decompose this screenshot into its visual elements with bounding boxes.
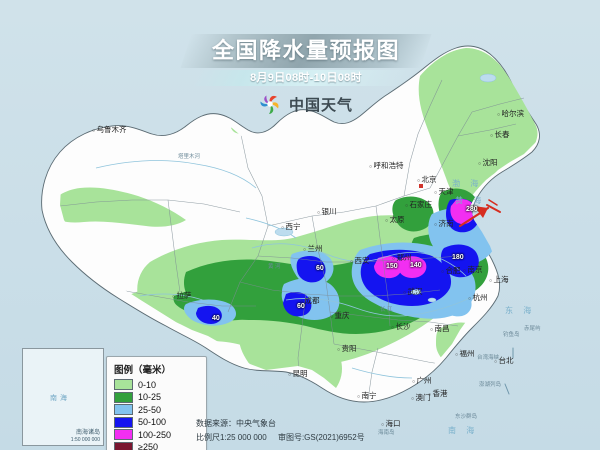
city-label-香港: 香港 <box>428 388 448 399</box>
city-label-南昌: 南昌 <box>430 323 450 334</box>
brand-name: 中国天气 <box>289 96 354 114</box>
feature-label: 东沙群岛 <box>455 414 478 420</box>
legend-swatch <box>114 404 133 415</box>
south-china-sea-inset: 南海 南海诸岛 1:50 000 000 <box>22 348 104 446</box>
title-banner: 全国降水量预报图 8月9日08时-10日08时 <box>180 26 432 88</box>
city-label-天津: 天津 <box>434 186 454 197</box>
city-label-乌鲁木齐: 乌鲁木齐 <box>92 124 127 135</box>
red-arrow-pointer <box>458 199 501 228</box>
legend-item-10-25: 10-25 <box>114 391 200 403</box>
pinwheel-logo-icon <box>260 95 279 114</box>
legend-swatch <box>114 441 133 450</box>
map-approval-number: 审图号:GS(2021)6952号 <box>277 433 365 442</box>
city-label-太原: 太原 <box>385 214 405 225</box>
city-label-济南: 济南 <box>434 218 454 229</box>
sea-label: 南 海 <box>448 426 479 435</box>
legend-item-100-250: 100-250 <box>114 429 200 440</box>
city-label-海口: 海口 <box>381 418 401 429</box>
inset-sea-label: 南海 <box>50 395 70 402</box>
forecast-period: 8月9日08时-10日08时 <box>250 72 362 84</box>
feature-label: 澎湖列岛 <box>479 382 502 388</box>
legend-label: 100-250 <box>138 429 172 440</box>
precip-center-value: 40 <box>212 315 220 322</box>
footer-attribution: 数据来源：中央气象台 比例尺1:25 000 000 审图号:GS(2021)6… <box>196 418 374 443</box>
feature-label: 黄 河 <box>268 264 281 270</box>
feature-label: 长 江 <box>380 307 393 313</box>
precip-center-value: 280 <box>466 206 478 213</box>
city-label-拉萨: 拉萨 <box>172 290 192 301</box>
city-label-贵阳: 贵阳 <box>337 343 357 354</box>
legend-item-50-100: 50-100 <box>114 416 200 428</box>
city-label-西宁: 西宁 <box>281 221 301 232</box>
city-label-南京: 南京 <box>463 264 483 275</box>
city-label-南宁: 南宁 <box>357 390 377 401</box>
inset-scale: 1:50 000 000 <box>70 437 100 443</box>
city-label-成都: 成都 <box>300 295 320 306</box>
precip-center-value: 60 <box>316 265 324 272</box>
lakes <box>274 73 497 303</box>
city-label-福州: 福州 <box>455 348 475 359</box>
legend-panel: 图例（毫米） 0-10 10-25 25-50 50-100 100-250 ≥… <box>106 356 207 450</box>
feature-label: 塔里木河 <box>178 154 201 160</box>
precip-center-value: 150 <box>386 263 398 270</box>
city-label-上海: 上海 <box>489 274 509 285</box>
legend-label: 50-100 <box>138 417 167 427</box>
sea-label: 黄 海 <box>455 196 486 205</box>
legend-label: 10-25 <box>138 392 162 402</box>
legend-swatch <box>114 391 133 403</box>
city-label-昆明: 昆明 <box>288 368 308 379</box>
city-label-兰州: 兰州 <box>303 243 323 254</box>
precip-center-value: 180 <box>452 254 464 261</box>
legend-swatch <box>114 429 133 440</box>
city-label-长沙: 长沙 <box>391 321 411 332</box>
feature-label: 台湾海峡 <box>477 355 500 361</box>
city-label-武汉: 武汉 <box>403 286 423 297</box>
city-label-沈阳: 沈阳 <box>478 157 498 168</box>
city-label-台北: 台北 <box>494 355 514 366</box>
legend-item-0-10: 0-10 <box>114 379 200 390</box>
legend-title: 图例（毫米） <box>114 365 172 376</box>
city-label-北京: 北京 <box>417 174 437 185</box>
legend-item-25-50: 25-50 <box>114 404 200 415</box>
precip-center-value: 60 <box>297 303 305 310</box>
city-label-郑州: 郑州 <box>392 252 412 263</box>
city-label-呼和浩特: 呼和浩特 <box>369 160 404 171</box>
legend-label: ≥250 <box>138 442 158 450</box>
inset-title: 南海诸岛 <box>75 430 100 436</box>
city-label-广州: 广州 <box>412 375 432 386</box>
city-label-哈尔滨: 哈尔滨 <box>497 108 525 119</box>
sea-label: 渤 海 <box>452 179 483 188</box>
map-scale: 比例尺1:25 000 000 <box>196 433 267 442</box>
sea-label: 东 海 <box>505 306 536 315</box>
capital-marker-beijing <box>419 184 423 188</box>
legend-label: 0-10 <box>138 379 157 390</box>
data-source: 数据来源：中央气象台 <box>196 419 276 428</box>
page-title: 全国降水量预报图 <box>211 38 400 63</box>
legend-label: 25-50 <box>138 404 162 415</box>
feature-label: 海南岛 <box>378 430 395 436</box>
feature-label: 赤尾屿 <box>524 326 541 332</box>
footer-meta: 比例尺1:25 000 000 审图号:GS(2021)6952号 <box>196 432 374 443</box>
legend-swatch <box>114 379 133 390</box>
city-label-澳门: 澳门 <box>411 392 431 403</box>
city-label-长春: 长春 <box>490 129 510 140</box>
city-label-重庆: 重庆 <box>330 310 350 321</box>
feature-label: 钓鱼岛 <box>503 332 520 338</box>
city-label-杭州: 杭州 <box>468 292 488 303</box>
city-label-合肥: 合肥 <box>441 265 461 276</box>
city-label-西安: 西安 <box>350 255 370 266</box>
legend-swatch <box>114 416 133 428</box>
legend-item-250-plus: ≥250 <box>114 441 200 450</box>
precip-center-value: 140 <box>410 262 422 269</box>
city-label-石家庄: 石家庄 <box>405 199 433 210</box>
city-label-银川: 银川 <box>317 206 337 217</box>
brand-logo: 中国天气 <box>258 92 353 116</box>
